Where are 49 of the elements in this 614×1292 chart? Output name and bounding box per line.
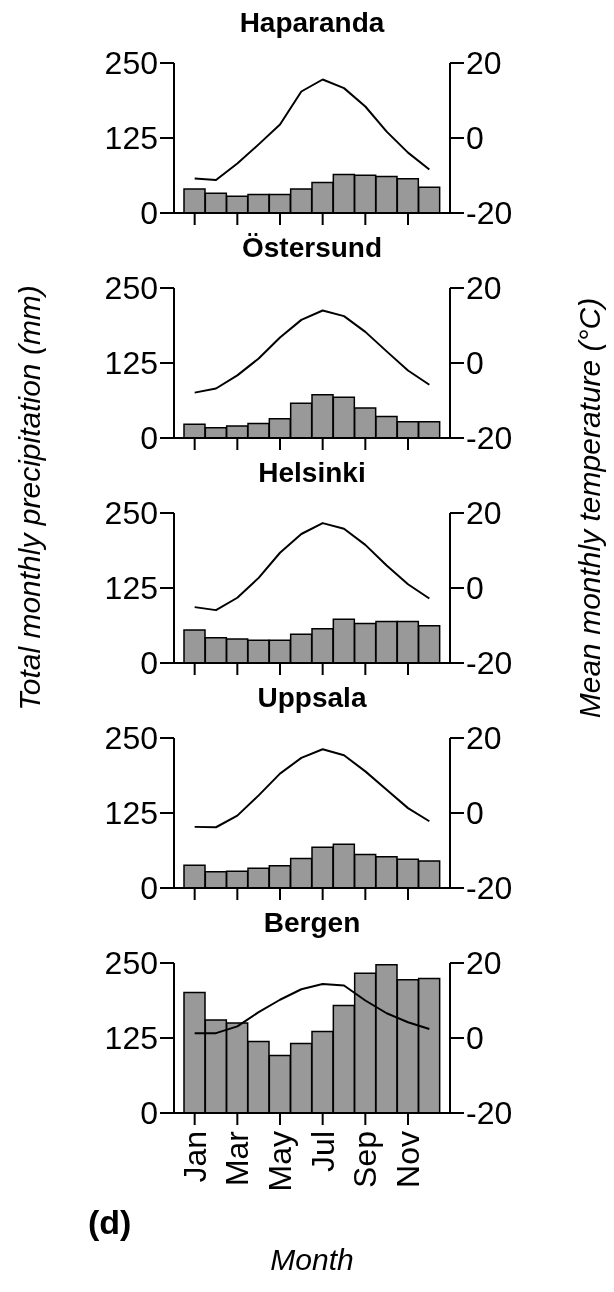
y2-axis-title: Mean monthly temperature (°C)	[573, 297, 607, 719]
y-tick-label: 125	[104, 345, 158, 382]
y2-tick-label: 20	[466, 720, 502, 757]
chart-title: Bergen	[262, 907, 362, 938]
line-series	[193, 522, 431, 612]
chart-title: Uppsala	[256, 682, 368, 713]
y2-tick-label: -20	[466, 645, 513, 682]
y2-tick-label: 0	[466, 345, 484, 382]
y2-tick-label: 20	[466, 495, 502, 532]
x-tick-label: Mar	[219, 1130, 256, 1187]
x-tick-label: Jan	[176, 1131, 213, 1183]
y-axis-title: Total monthly precipitation (mm)	[13, 285, 47, 711]
y-tick-label: 0	[140, 645, 158, 682]
y2-tick-label: 20	[466, 45, 502, 82]
y-tick-label: 250	[104, 720, 158, 757]
y2-tick-label: 0	[466, 1020, 484, 1057]
y2-tick-label: 20	[466, 270, 502, 307]
text: (d)	[88, 1203, 132, 1242]
line-series	[193, 309, 431, 394]
x-tick-label: Nov	[390, 1131, 426, 1188]
y-tick-label: 0	[140, 1095, 158, 1132]
line-series	[193, 748, 431, 829]
y-tick-label: 125	[104, 570, 158, 607]
y2-tick-label: 0	[466, 570, 484, 607]
y2-tick-label: 0	[466, 795, 484, 832]
chart-title: Haparanda	[238, 7, 386, 38]
y-tick-label: 250	[104, 45, 158, 82]
y-tick-label: 125	[104, 795, 158, 832]
chart-title: Helsinki	[257, 457, 367, 488]
x-tick-label: Sep	[347, 1131, 384, 1188]
y2-tick-label: 0	[466, 120, 484, 157]
chart-title: Östersund	[241, 232, 383, 263]
y-tick-label: 125	[104, 120, 158, 157]
y-tick-label: 250	[104, 945, 158, 982]
y2-tick-label: -20	[466, 1095, 513, 1132]
x-axis-title: Month	[269, 1243, 355, 1277]
y2-tick-label: 20	[466, 945, 502, 982]
y2-tick-label: -20	[466, 870, 513, 907]
x-tick-label: May	[262, 1131, 298, 1192]
y-tick-label: 0	[140, 420, 158, 457]
y-tick-label: 0	[140, 195, 158, 232]
y-tick-label: 0	[140, 870, 158, 907]
x-tick-label: Jul	[304, 1131, 341, 1172]
y-tick-label: 250	[104, 495, 158, 532]
y2-tick-label: -20	[466, 195, 513, 232]
y2-tick-label: -20	[466, 420, 513, 457]
y-tick-label: 125	[104, 1020, 158, 1057]
y-tick-label: 250	[104, 270, 158, 307]
line-series	[193, 78, 431, 181]
